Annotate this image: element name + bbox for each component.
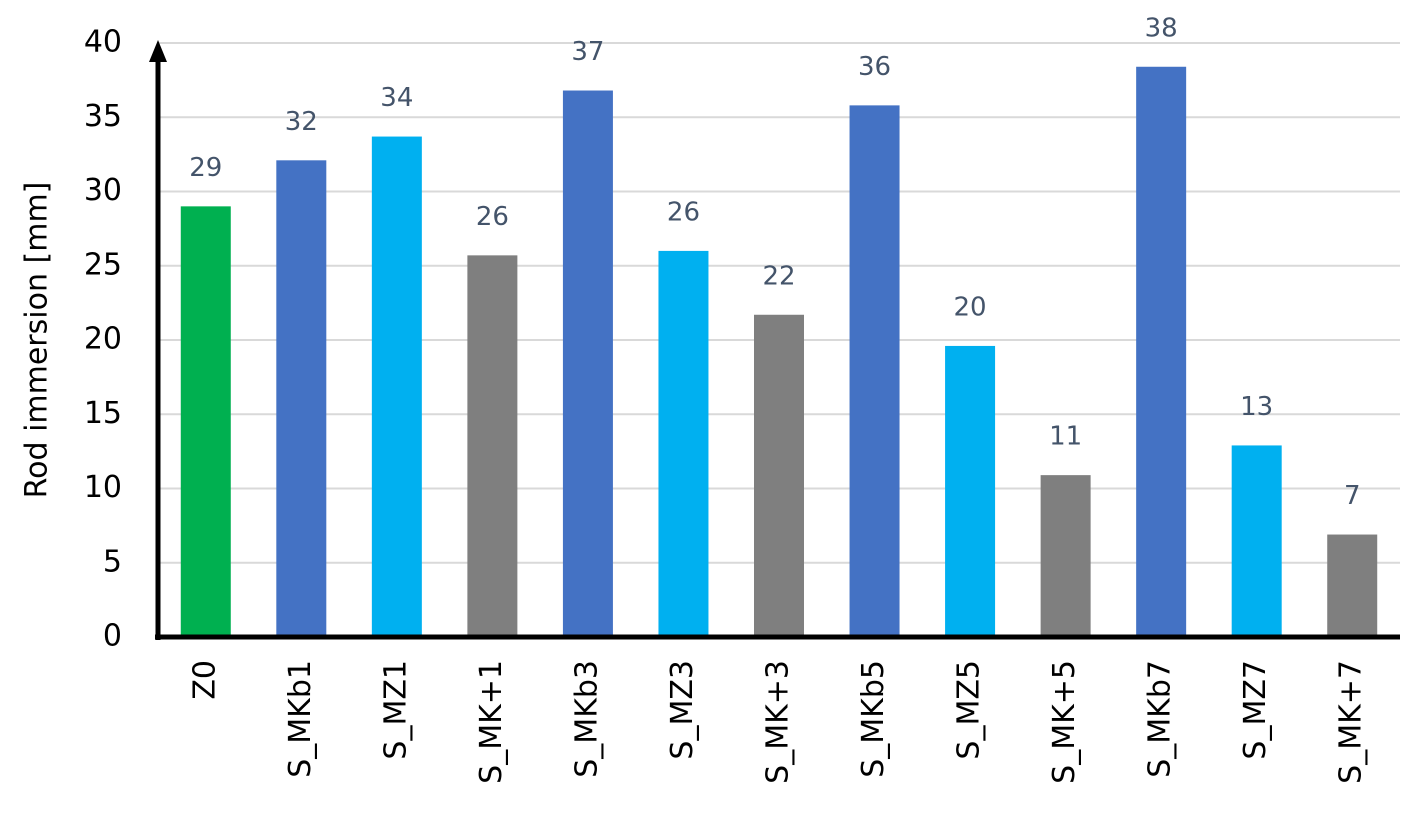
x-tick-label: S_MKb5 — [856, 660, 891, 778]
x-tick-label: S_MK+3 — [761, 660, 796, 784]
value-label: 26 — [667, 197, 700, 227]
value-label: 34 — [380, 83, 413, 113]
y-tick-label: 5 — [103, 544, 122, 579]
bar — [562, 90, 613, 637]
y-tick-label: 30 — [84, 173, 122, 208]
y-tick-label: 20 — [84, 322, 122, 357]
x-tick-label: S_MK+1 — [474, 660, 509, 784]
value-label: 7 — [1344, 481, 1361, 511]
x-tick-label: S_MKb1 — [283, 660, 318, 778]
bar — [1136, 66, 1187, 637]
value-label: 36 — [858, 52, 891, 82]
y-tick-label: 15 — [84, 396, 122, 431]
value-label: 29 — [189, 153, 222, 183]
x-tick-label: S_MZ1 — [378, 660, 413, 760]
y-axis-arrow — [149, 40, 167, 62]
x-tick-label: S_MK+7 — [1334, 660, 1369, 784]
value-label: 22 — [762, 261, 795, 291]
x-tick-label: Z0 — [187, 660, 222, 700]
bar — [945, 345, 996, 637]
y-tick-label: 10 — [84, 470, 122, 505]
value-label: 11 — [1049, 422, 1082, 452]
value-label: 32 — [285, 107, 318, 137]
bar — [371, 136, 422, 637]
x-tick-label: S_MKb7 — [1143, 660, 1178, 778]
y-tick-label: 40 — [84, 25, 122, 60]
value-label: 38 — [1145, 13, 1178, 43]
value-label: 26 — [476, 202, 509, 232]
value-label: 37 — [571, 37, 604, 67]
bar — [658, 250, 709, 637]
bar — [180, 206, 231, 637]
y-axis-label: Rod immersion [mm] — [20, 182, 55, 499]
x-tick-label: S_MK+5 — [1047, 660, 1082, 784]
bar — [1040, 475, 1091, 637]
bar — [276, 160, 327, 637]
y-tick-label: 0 — [103, 619, 122, 654]
x-tick-label: S_MZ3 — [665, 660, 700, 760]
x-tick-label: S_MZ5 — [952, 660, 987, 760]
value-label: 13 — [1240, 392, 1273, 422]
y-tick-label: 25 — [84, 247, 122, 282]
y-tick-label: 35 — [84, 99, 122, 134]
bar — [849, 105, 900, 638]
x-tick-label: S_MZ7 — [1238, 660, 1273, 760]
bar — [1231, 445, 1282, 637]
bar — [754, 314, 804, 637]
bar — [467, 255, 518, 638]
bar — [1327, 534, 1378, 637]
x-tick-label: S_MKb3 — [569, 660, 604, 778]
value-label: 20 — [954, 292, 987, 322]
